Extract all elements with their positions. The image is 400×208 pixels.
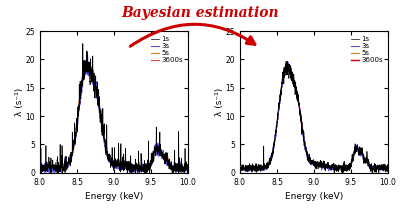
5s — [340, 167, 344, 170]
5s — [51, 171, 56, 174]
5s — [38, 164, 42, 167]
1s — [238, 163, 242, 166]
Legend: 1s, 3s, 5s, 3600s: 1s, 3s, 5s, 3600s — [350, 35, 384, 64]
Line: 3600s: 3600s — [240, 67, 388, 169]
X-axis label: Energy (keV): Energy (keV) — [85, 192, 143, 201]
5s — [53, 166, 58, 168]
5s — [238, 167, 242, 170]
3600s — [103, 145, 108, 148]
5s — [254, 169, 259, 171]
1s — [140, 165, 144, 167]
3s — [85, 54, 90, 57]
3600s — [156, 148, 161, 151]
Line: 5s: 5s — [240, 64, 388, 170]
3600s — [38, 167, 42, 169]
Line: 3s: 3s — [40, 55, 188, 173]
3s — [38, 168, 42, 170]
5s — [284, 62, 289, 65]
1s — [353, 148, 358, 151]
1s — [386, 165, 390, 167]
3600s — [255, 168, 260, 170]
Legend: 1s, 3s, 5s, 3600s: 1s, 3s, 5s, 3600s — [150, 35, 184, 64]
1s — [103, 145, 108, 148]
3600s — [139, 166, 144, 169]
Text: Bayesian estimation: Bayesian estimation — [121, 6, 279, 20]
Y-axis label: λ (s⁻¹): λ (s⁻¹) — [215, 88, 224, 116]
3s — [386, 168, 390, 171]
5s — [186, 168, 190, 170]
3s — [286, 61, 290, 63]
1s — [98, 121, 102, 124]
1s — [156, 150, 161, 153]
3600s — [340, 166, 344, 169]
5s — [253, 168, 258, 170]
3s — [140, 171, 144, 173]
5s — [153, 143, 158, 146]
1s — [356, 154, 361, 156]
X-axis label: Energy (keV): Energy (keV) — [285, 192, 343, 201]
3600s — [140, 168, 145, 171]
5s — [98, 108, 102, 110]
3s — [298, 108, 302, 111]
3s — [98, 114, 102, 117]
3s — [42, 171, 47, 174]
3600s — [53, 167, 58, 169]
5s — [353, 145, 358, 147]
5s — [303, 146, 308, 149]
1s — [285, 60, 290, 62]
1s — [53, 165, 58, 168]
3600s — [186, 167, 190, 170]
1s — [303, 147, 308, 150]
3s — [353, 145, 358, 148]
Line: 1s: 1s — [240, 61, 388, 173]
3600s — [298, 111, 302, 114]
1s — [186, 167, 190, 170]
1s — [38, 162, 42, 165]
3600s — [238, 166, 242, 169]
Line: 1s: 1s — [40, 43, 188, 173]
3s — [156, 152, 161, 155]
3600s — [253, 167, 258, 169]
3s — [340, 166, 344, 168]
3600s — [386, 166, 390, 169]
1s — [298, 110, 302, 112]
5s — [156, 147, 161, 150]
3600s — [353, 147, 358, 150]
5s — [140, 167, 144, 169]
3s — [245, 171, 250, 173]
1s — [238, 171, 243, 174]
1s — [153, 151, 158, 154]
3600s — [303, 146, 308, 149]
Line: 5s: 5s — [40, 62, 188, 172]
Line: 3600s: 3600s — [40, 65, 188, 169]
Y-axis label: λ (s⁻¹): λ (s⁻¹) — [15, 88, 24, 116]
3s — [253, 167, 258, 170]
5s — [85, 61, 90, 63]
5s — [298, 115, 302, 117]
3600s — [356, 149, 361, 152]
FancyArrowPatch shape — [130, 24, 255, 46]
1s — [80, 42, 85, 45]
5s — [386, 167, 390, 170]
3600s — [153, 147, 158, 150]
1s — [253, 168, 258, 171]
3s — [356, 148, 361, 151]
3s — [303, 146, 308, 149]
5s — [356, 150, 361, 153]
Line: 3s: 3s — [240, 62, 388, 172]
3s — [186, 166, 190, 169]
3s — [53, 166, 58, 168]
1s — [340, 171, 344, 174]
3600s — [85, 64, 90, 66]
5s — [103, 143, 108, 146]
3s — [103, 149, 108, 151]
3600s — [98, 111, 102, 114]
3s — [153, 149, 158, 151]
3600s — [284, 66, 289, 68]
3s — [238, 166, 242, 169]
1s — [38, 171, 43, 174]
